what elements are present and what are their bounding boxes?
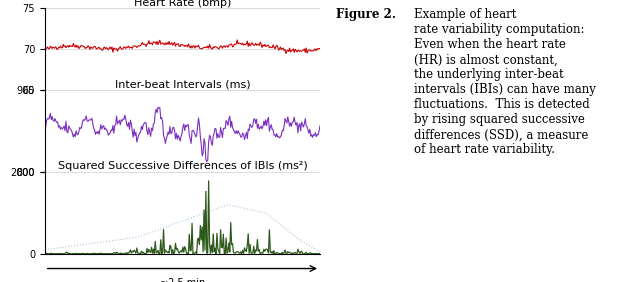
Title: Inter-beat Intervals (ms): Inter-beat Intervals (ms) (115, 80, 250, 89)
Text: ~2.5 min: ~2.5 min (160, 278, 205, 282)
Title: Squared Successive Differences of IBIs (ms²): Squared Successive Differences of IBIs (… (58, 161, 307, 171)
Text: Figure 2.: Figure 2. (336, 8, 396, 21)
Title: Heart Rate (bmp): Heart Rate (bmp) (134, 0, 231, 8)
Text: Example of heart
rate variability computation:
Even when the heart rate
(HR) is : Example of heart rate variability comput… (414, 8, 596, 157)
